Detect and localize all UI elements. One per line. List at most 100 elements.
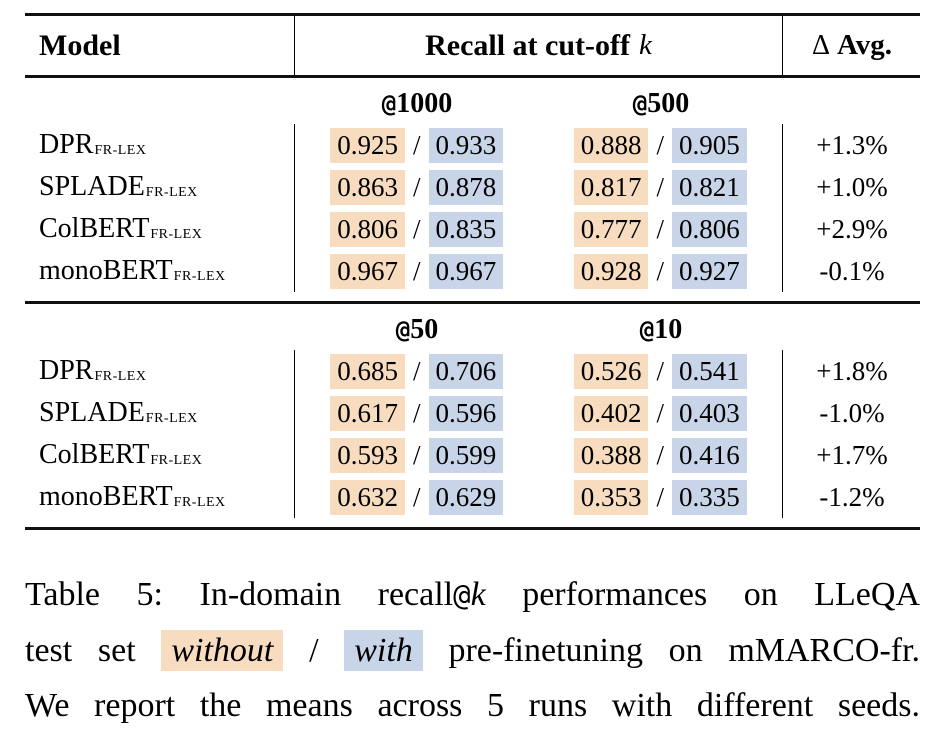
recall-pair: 0.888/ 0.905: [539, 127, 783, 163]
recall-value-with: 0.596: [428, 395, 504, 431]
recall-value-with: 0.878: [428, 169, 504, 205]
header-recall-k: k: [639, 29, 652, 61]
pair-slash: /: [412, 355, 421, 386]
table-block-1: @1000 @500 DPR FR-LEX 0.925/0.933 0.888/0…: [25, 78, 920, 301]
recall-value-with: 0.541: [672, 353, 747, 389]
table-row-monobert: monoBERT FR-LEX 0.632/0.629 0.353/0.335 -…: [25, 476, 920, 518]
recall-value-without: 0.967: [330, 253, 405, 289]
cutoff-label-10: @10: [639, 314, 683, 345]
model-name: ColBERT FR-LEX: [25, 208, 295, 250]
at-glyph: @: [381, 90, 397, 118]
pair-slash: /: [656, 439, 664, 470]
recall-values: 0.806/0.835 0.777/0.806: [295, 208, 783, 250]
model-subscript: FR-LEX: [145, 185, 198, 200]
header-bottom-rule: [25, 75, 920, 78]
recall-values: 0.593/0.599 0.388/0.416: [295, 434, 783, 476]
recall-pair: 0.526/ 0.541: [539, 353, 783, 389]
table-row-splade: SPLADE FR-LEX 0.617/0.596 0.402/0.403 -1.…: [25, 392, 920, 434]
delta-avg-value: -0.1%: [819, 255, 885, 286]
model-subscript: FR-LEX: [94, 369, 147, 384]
cutoff-label-50: @50: [395, 314, 439, 345]
model-name: SPLADE FR-LEX: [25, 392, 295, 434]
recall-value-without: 0.402: [573, 395, 649, 431]
pair-slash: /: [656, 129, 664, 160]
pair-slash: /: [656, 397, 664, 428]
model-name: ColBERT FR-LEX: [25, 434, 295, 476]
at-glyph: @: [639, 316, 655, 344]
recall-pair: 0.925/0.933: [295, 127, 539, 163]
model-name: DPR FR-LEX: [25, 350, 295, 392]
recall-value-with: 0.706: [428, 353, 504, 389]
model-subscript: FR-LEX: [173, 495, 226, 510]
caption-line-2: test set without / with pre-finetuning o…: [25, 630, 921, 671]
table-row-splade: SPLADE FR-LEX 0.863/0.878 0.817/0.821 +1.…: [25, 166, 920, 208]
cutoff-label-500: @500: [632, 88, 690, 119]
caption-with-highlight: with: [344, 630, 423, 671]
pair-slash: /: [656, 171, 664, 202]
recall-value-with: 0.927: [672, 253, 747, 289]
recall-values: 0.617/0.596 0.402/0.403: [295, 392, 783, 434]
cutoff-labels: @50 @10: [295, 310, 783, 350]
cutoff-subheader-row: @50 @10: [25, 304, 920, 350]
recall-value-without: 0.817: [573, 169, 649, 205]
cutoff-labels: @1000 @500: [295, 84, 783, 124]
recall-pair: 0.928/ 0.927: [539, 253, 783, 289]
recall-value-without: 0.685: [330, 353, 405, 389]
pair-slash: /: [412, 481, 421, 512]
pair-slash: /: [412, 439, 421, 470]
recall-value-with: 0.835: [428, 211, 504, 247]
at-glyph: @: [632, 90, 648, 118]
recall-value-without: 0.617: [330, 395, 405, 431]
caption-line-3: We report the means across 5 runs with d…: [25, 687, 920, 724]
cutoff-subheader-row: @1000 @500: [25, 78, 920, 124]
caption-without-highlight: without: [161, 630, 284, 671]
model-name: monoBERT FR-LEX: [25, 250, 295, 292]
table-bottom-rule: [25, 527, 920, 530]
table-top-rule: [25, 13, 920, 16]
model-name: DPR FR-LEX: [25, 124, 295, 166]
pair-slash: /: [656, 255, 664, 286]
results-table: Model Recall at cut-off k Δ Avg. @1000 @…: [25, 13, 920, 530]
pair-slash: /: [412, 213, 421, 244]
delta-avg-value: +1.7%: [816, 439, 888, 470]
caption-slash: /: [309, 632, 319, 669]
recall-pair: 0.685/0.706: [295, 353, 539, 389]
recall-value-with: 0.629: [428, 479, 504, 515]
model-name: monoBERT FR-LEX: [25, 476, 295, 518]
recall-value-without: 0.777: [573, 211, 649, 247]
recall-value-with: 0.599: [428, 437, 504, 473]
at-glyph: @: [395, 316, 411, 344]
header-recall-label: Recall at cut-off: [425, 28, 631, 62]
recall-values: 0.685/0.706 0.526/0.541: [295, 350, 783, 392]
recall-pair: 0.777/ 0.806: [539, 211, 783, 247]
table-caption: Table 5: In-domain recall@k performances…: [25, 567, 920, 733]
recall-value-without: 0.928: [573, 253, 649, 289]
delta-avg-value: -1.0%: [819, 397, 885, 428]
header-delta-avg: Δ Avg.: [783, 16, 921, 75]
recall-pair: 0.817/ 0.821: [539, 169, 783, 205]
recall-pair: 0.402/ 0.403: [539, 395, 783, 431]
header-model: Model: [25, 16, 295, 75]
model-subscript: FR-LEX: [94, 143, 147, 158]
pair-slash: /: [412, 397, 421, 428]
table-row-dpr: DPR FR-LEX 0.685/0.706 0.526/0.541 +1.8%: [25, 350, 920, 392]
caption-line-1: Table 5: In-domain recall@k performances…: [25, 576, 920, 613]
pair-slash: /: [656, 481, 664, 512]
table-row-dpr: DPR FR-LEX 0.925/0.933 0.888/0.905 +1.3%: [25, 124, 920, 166]
recall-pair: 0.617/0.596: [295, 395, 539, 431]
pair-slash: /: [656, 355, 664, 386]
pair-slash: /: [412, 171, 421, 202]
recall-value-with: 0.416: [672, 437, 747, 473]
delta-word: Avg.: [836, 29, 893, 61]
recall-pair: 0.593/0.599: [295, 437, 539, 473]
table-header-row: Model Recall at cut-off k Δ Avg.: [25, 16, 920, 75]
recall-pair: 0.388/ 0.416: [539, 437, 783, 473]
recall-values: 0.632/0.629 0.353/0.335: [295, 476, 783, 518]
recall-value-without: 0.353: [573, 479, 649, 515]
recall-pair: 0.967/0.967: [295, 253, 539, 289]
recall-value-without: 0.863: [330, 169, 405, 205]
mid-rule: [25, 301, 920, 304]
pair-slash: /: [412, 129, 421, 160]
recall-value-without: 0.806: [330, 211, 405, 247]
pair-slash: /: [412, 255, 421, 286]
